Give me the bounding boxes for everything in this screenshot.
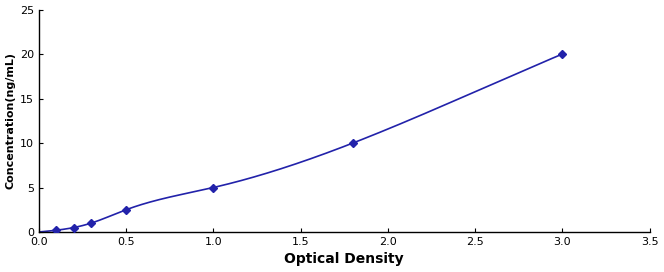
X-axis label: Optical Density: Optical Density xyxy=(284,252,404,267)
Y-axis label: Concentration(ng/mL): Concentration(ng/mL) xyxy=(5,52,15,189)
